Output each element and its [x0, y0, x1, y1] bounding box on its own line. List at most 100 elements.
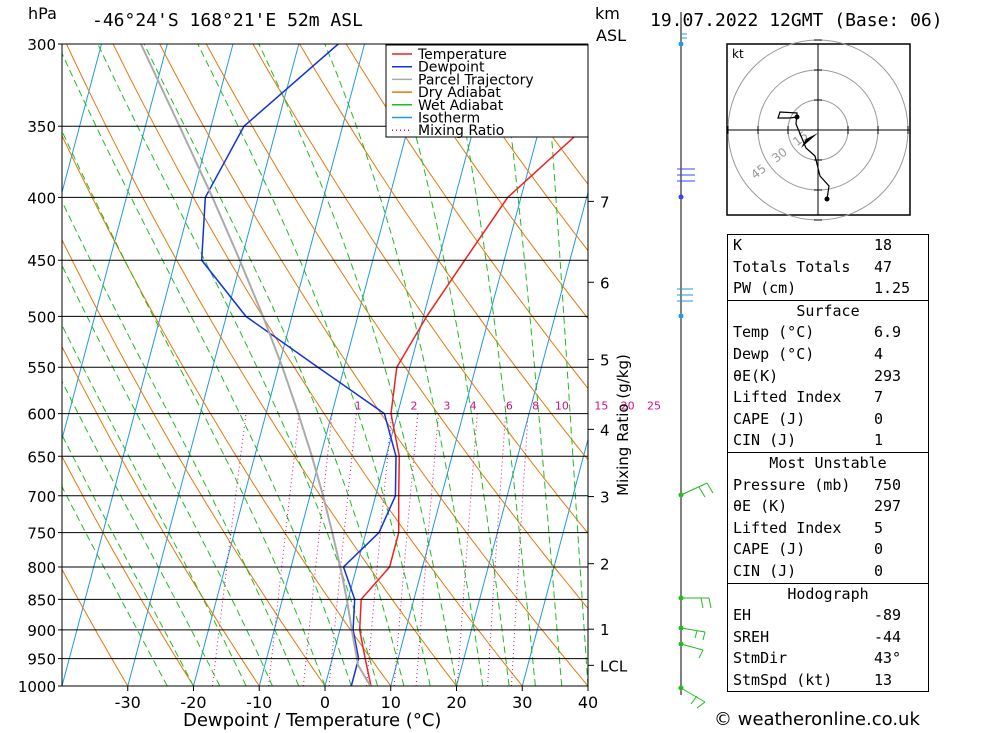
dry-adiabat-line: [392, 44, 588, 320]
pressure-tick-label: 750: [27, 525, 56, 543]
dewpoint-profile: [200, 44, 397, 686]
stats-key: θE (K): [733, 497, 788, 516]
stats-value: 0: [874, 561, 884, 580]
wind-barb: [680, 627, 706, 633]
stats-row: Dewp (°C) 4: [728, 344, 928, 366]
x-tick-label: 40: [578, 693, 598, 712]
stats-value: 43°: [874, 649, 902, 668]
pressure-tick-label: 500: [27, 308, 56, 326]
stats-key: CAPE (J): [733, 540, 806, 559]
pressure-tick-label: 800: [27, 559, 56, 577]
stats-key: PW (cm): [733, 279, 797, 298]
stats-row: Temp (°C) 6.9: [728, 322, 928, 344]
height-tick-label: 4: [600, 421, 610, 439]
wet-adiabat-line: [62, 130, 326, 686]
pressure-tick-label: 450: [27, 252, 56, 270]
legend-entry: Dry Adiabat: [418, 85, 501, 101]
stats-value: 1: [874, 431, 884, 450]
mixing-ratio-line: [393, 413, 419, 687]
legend-entry: Isotherm: [418, 111, 480, 127]
dry-adiabat-line: [62, 568, 129, 686]
stats-key: StmSpd (kt): [733, 670, 833, 689]
wind-barb: [698, 486, 706, 498]
stats-row: CIN (J) 1: [728, 430, 928, 452]
isotherm-line: [62, 44, 234, 686]
pressure-tick-label: 650: [27, 448, 56, 466]
x-tick-label: 20: [446, 693, 466, 712]
stats-key: Temp (°C): [733, 323, 815, 342]
legend-entry: Temperature: [417, 47, 507, 63]
mixing-ratio-value-label: 15: [594, 400, 608, 413]
stats-key: Lifted Index: [733, 518, 842, 537]
stats-key: θE(K): [733, 366, 779, 385]
stats-value: 297: [874, 497, 902, 516]
dry-adiabat-line: [62, 455, 194, 686]
pressure-unit-label: hPa: [28, 4, 57, 23]
mixing-ratio-value-label: 20: [621, 400, 635, 413]
isotherm-line: [390, 44, 563, 686]
mixing-ratio-line: [211, 413, 247, 687]
wind-barb: [696, 701, 706, 709]
isotherm-line: [62, 44, 168, 442]
stats-key: CIN (J): [733, 431, 797, 450]
isotherm-line: [456, 190, 588, 686]
pressure-tick-label: 700: [27, 488, 56, 506]
pressure-tick-label: 400: [27, 189, 56, 207]
x-tick-label: -30: [115, 693, 141, 712]
x-tick-label: 10: [381, 693, 401, 712]
wind-barb: [690, 695, 698, 705]
mixing-ratio-value-label: 8: [532, 400, 539, 413]
stats-table: K 18 Totals Totals 47 PW (cm) 1.25 Surface Te…: [727, 234, 929, 693]
wind-barb: [702, 631, 706, 641]
stats-index-section: K 18 Totals Totals 47 PW (cm) 1.25: [728, 235, 928, 300]
wet-adiabat-line: [143, 44, 405, 686]
credit-link[interactable]: © weatheronline.co.uk: [714, 709, 920, 730]
stats-value: 0: [874, 409, 884, 428]
datetime-title: 19.07.2022 12GMT (Base: 06): [650, 10, 943, 31]
isotherm-line: [258, 44, 431, 686]
dry-adiabat-line: [438, 44, 588, 252]
stats-key: SREH: [733, 627, 770, 646]
surface-title: Surface: [728, 299, 928, 323]
stats-value: 4: [874, 344, 884, 363]
wet-adiabat-line: [258, 44, 457, 686]
wind-barb: [700, 597, 704, 609]
stats-key: Pressure (mb): [733, 475, 851, 494]
dry-adiabat-line: [112, 44, 523, 686]
pressure-tick-label: 1000: [18, 678, 56, 696]
stats-value: 7: [874, 388, 884, 407]
isotherm-line: [62, 44, 102, 195]
stats-key: Totals Totals: [733, 257, 851, 276]
legend-entry: Parcel Trajectory: [418, 72, 534, 88]
stats-value: 18: [874, 236, 893, 254]
wind-barb-dot: [678, 313, 684, 319]
wind-barb: [680, 687, 706, 703]
wind-barb-dot: [678, 194, 684, 200]
mixing-ratio-value-label: 25: [647, 400, 661, 413]
mixing-ratio-line: [268, 413, 300, 687]
height-tick-label: 1: [600, 621, 610, 639]
wet-adiabat-line: [544, 44, 588, 686]
mixing-ratio-value-label: 2: [410, 400, 417, 413]
stats-value: 47: [874, 257, 893, 276]
isotherm-line: [521, 437, 588, 686]
height-tick-label: 2: [600, 556, 610, 574]
wind-barb: [708, 597, 712, 609]
x-tick-label: 30: [512, 693, 532, 712]
stats-key: CIN (J): [733, 561, 797, 580]
height-unit-km: km: [595, 4, 620, 23]
x-tick-label: 0: [320, 693, 330, 712]
wind-barb: [706, 482, 714, 494]
isotherm-line: [324, 44, 497, 686]
height-tick-label: 5: [600, 351, 610, 369]
stats-row: CAPE (J) 0: [728, 539, 928, 561]
stats-value: 750: [874, 475, 902, 494]
location-title: -46°24'S 168°21'E 52m ASL: [92, 10, 363, 31]
height-tick-label: 6: [600, 274, 610, 292]
legend-box: [385, 44, 589, 138]
pressure-tick-label: 300: [27, 36, 56, 54]
stats-mu-section: Pressure (mb) 750 θE (K) 297 Lifted Index 5 CA…: [728, 475, 928, 583]
storm-motion-arrow: [801, 133, 818, 148]
mixing-ratio-value-label: 6: [506, 400, 513, 413]
x-tick-label: -20: [180, 693, 206, 712]
